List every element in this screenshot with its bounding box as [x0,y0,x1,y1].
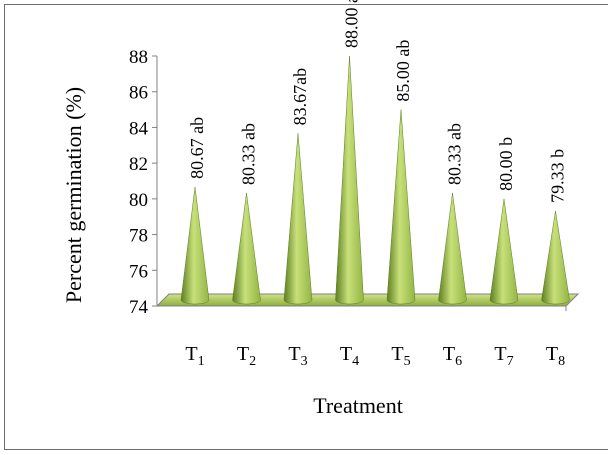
data-label: 85.00 ab [393,40,413,102]
y-tick-label: 84 [129,118,149,139]
cone-body [438,192,467,305]
x-tick-label-base: T [340,343,352,365]
data-label: 83.67ab [290,68,310,126]
y-tick-label: 74 [129,297,149,318]
data-label: 79.33 b [548,149,568,203]
cone-bar [541,210,570,305]
x-tick-label: T5 [391,343,410,369]
cone-body [283,133,313,305]
x-tick-label-subscript: 6 [455,354,462,369]
data-label: 80.33 ab [445,123,465,185]
x-tick-label-base: T [443,343,455,365]
x-tick-label: T6 [443,343,462,369]
y-tick-label: 88 [129,47,148,68]
cone-bar [335,55,364,305]
y-tick-label: 78 [129,226,148,247]
x-tick-label-subscript: 3 [301,354,308,369]
x-tick-label-subscript: 8 [558,354,565,369]
x-tick-label-base: T [185,343,197,365]
data-label: 80.33 ab [239,123,259,185]
y-tick-label: 76 [129,261,148,282]
data-label: 80.67 ab [187,117,207,179]
x-tick-label-subscript: 4 [352,354,359,369]
cone-bar [489,198,519,305]
cone-body [232,192,261,305]
y-tick-label: 82 [129,154,148,175]
data-label: 88.00 a [342,0,362,48]
x-tick-label: T4 [340,343,359,369]
cone-bar [180,186,210,305]
y-axis-title: Percent germination (%) [61,87,86,303]
x-tick-label: T3 [288,343,307,369]
x-tick-label-base: T [391,343,403,365]
x-axis-title: Treatment [313,393,403,418]
x-tick-label-base: T [546,343,558,365]
cone-body [489,198,519,305]
x-tick-label-subscript: 7 [507,354,514,369]
x-tick-label: T8 [546,343,565,369]
cone-bar [386,109,416,305]
cone-bar [438,192,467,305]
x-tick-label: T7 [494,343,513,369]
x-tick-label-subscript: 5 [404,354,411,369]
x-tick-label-base: T [288,343,300,365]
cone-body [386,109,416,305]
x-tick-label: T2 [237,343,256,369]
x-tick-label: T1 [185,343,204,369]
x-tick-label-base: T [494,343,506,365]
y-tick-label: 80 [129,190,148,211]
data-label: 80.00 b [496,137,516,191]
cone-body [335,55,364,305]
cone-body [541,210,570,305]
y-tick-label: 86 [129,83,148,104]
x-tick-label-base: T [237,343,249,365]
x-tick-label-subscript: 2 [249,354,256,369]
cone-body [180,186,210,305]
x-tick-label-subscript: 1 [198,354,205,369]
cone-bar [232,192,261,305]
cone-bar [283,133,313,305]
